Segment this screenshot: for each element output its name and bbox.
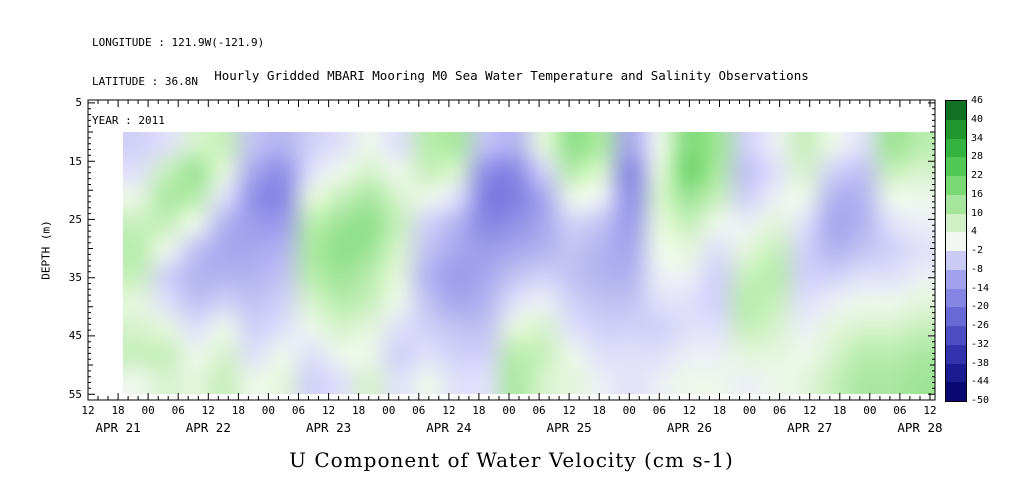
y-tick-label: 45 (68, 329, 82, 343)
x-tick-label: 18 (352, 404, 366, 417)
colorbar-tick-label: -50 (971, 395, 990, 406)
x-tick-label: 12 (803, 404, 817, 417)
x-tick-label: 00 (742, 404, 757, 417)
date-labels: APR 21 APR 22 APR 23 APR 24 APR 25 APR 26 APR … (0, 420, 1009, 436)
heatmap-canvas (123, 132, 936, 395)
colorbar-tick-label: 34 (971, 132, 984, 144)
longitude-label: LONGITUDE : 121.9W(-121.9) (92, 36, 265, 49)
x-tick-label: 00 (382, 404, 396, 417)
colorbar-tick-label: 28 (971, 151, 984, 163)
colorbar-tick-label: -20 (971, 301, 990, 313)
x-tick-label: 06 (291, 404, 306, 417)
x-tick-label: 12 (201, 404, 215, 417)
colorbar-cell (946, 251, 966, 270)
colorbar-tick-label: 4 (971, 226, 978, 238)
colorbar-cell (946, 194, 966, 214)
x-tick-label: 18 (231, 404, 245, 417)
colorbar-tick-label: -8 (971, 263, 984, 275)
x-tick-label: 18 (833, 404, 847, 417)
colorbar-tick-label: -2 (971, 245, 984, 256)
date-label: APR 28 (897, 420, 943, 435)
x-tick-label: 06 (773, 404, 787, 417)
x-tick-label: 00 (622, 404, 636, 417)
x-tick-label: 00 (261, 404, 276, 417)
date-label: APR 25 (546, 420, 592, 435)
x-tick-label: 06 (412, 404, 426, 417)
latitude-label: LATITUDE : 36.8N (92, 75, 198, 88)
colorbar-cell (946, 138, 966, 158)
x-tick-label: 00 (863, 404, 877, 417)
y-tick-label: 35 (68, 271, 82, 285)
colorbar-cell (946, 344, 966, 364)
colorbar-tick-label: -14 (971, 282, 990, 294)
date-label: APR 27 (787, 420, 833, 435)
plot-title: Hourly Gridded MBARI Mooring M0 Sea Wate… (214, 68, 809, 83)
colorbar-cell (946, 101, 966, 120)
colorbar-cell (946, 382, 966, 401)
colorbar-cell (946, 269, 966, 289)
x-tick-labels: 12 18 00 06 12 18 00 06 12 18 00 06 12 18 00 06 12 18 00 06… (0, 404, 1009, 418)
x-tick-label: 12 (923, 404, 937, 417)
x-tick-label: 12 (321, 404, 336, 417)
colorbar-tick-label: 22 (971, 170, 984, 181)
colorbar-cell (946, 232, 966, 251)
colorbar-cell (946, 157, 966, 176)
y-tick-label: 25 (68, 212, 82, 226)
x-tick-label: 06 (652, 404, 666, 417)
y-tick-label: 55 (68, 387, 82, 401)
date-label: APR 22 (185, 420, 231, 435)
y-tick-label: 15 (68, 154, 82, 168)
colorbar-cell (946, 326, 966, 345)
date-label: APR 21 (95, 420, 141, 435)
colorbar-tick-label: -26 (971, 320, 990, 331)
colorbar-tick-label: 46 (971, 95, 984, 106)
x-tick-label: 18 (712, 404, 727, 417)
x-tick-label: 12 (442, 404, 456, 417)
colorbar-tick-label: 40 (971, 113, 984, 125)
x-tick-label: 18 (472, 404, 486, 417)
x-tick-label: 00 (141, 404, 155, 417)
x-tick-label: 18 (111, 404, 125, 417)
date-label: APR 24 (426, 420, 472, 435)
colorbar-tick-label: 16 (971, 188, 984, 200)
colorbar-cell (946, 363, 966, 383)
colorbar-tick-label: 10 (971, 207, 984, 219)
colorbar-cell (946, 176, 966, 195)
x-tick-label: 06 (532, 404, 546, 417)
chart-caption: U Component of Water Velocity (cm s-1) (289, 448, 734, 472)
x-tick-label: 00 (502, 404, 516, 417)
date-label: APR 26 (666, 420, 712, 435)
colorbar-cell (946, 213, 966, 233)
x-tick-label: 12 (682, 404, 697, 417)
x-tick-label: 12 (562, 404, 576, 417)
x-tick-label: 18 (592, 404, 606, 417)
y-tick-label: 5 (75, 96, 82, 110)
x-tick-label: 06 (893, 404, 907, 417)
colorbar-tick-label: -38 (971, 357, 990, 369)
colorbar-tick-label: -32 (971, 338, 990, 350)
colorbar-cell (946, 119, 966, 139)
x-tick-label: 12 (81, 404, 95, 417)
year-label: YEAR : 2011 (92, 114, 165, 127)
date-label: APR 23 (305, 420, 352, 435)
header-info: LONGITUDE : 121.9W(-121.9) LATITUDE : 36… (92, 10, 264, 153)
colorbar-cell (946, 307, 966, 326)
colorbar-tick-label: -44 (971, 376, 990, 388)
colorbar (945, 100, 967, 402)
x-tick-label: 06 (171, 404, 185, 417)
colorbar-cell (946, 288, 966, 308)
